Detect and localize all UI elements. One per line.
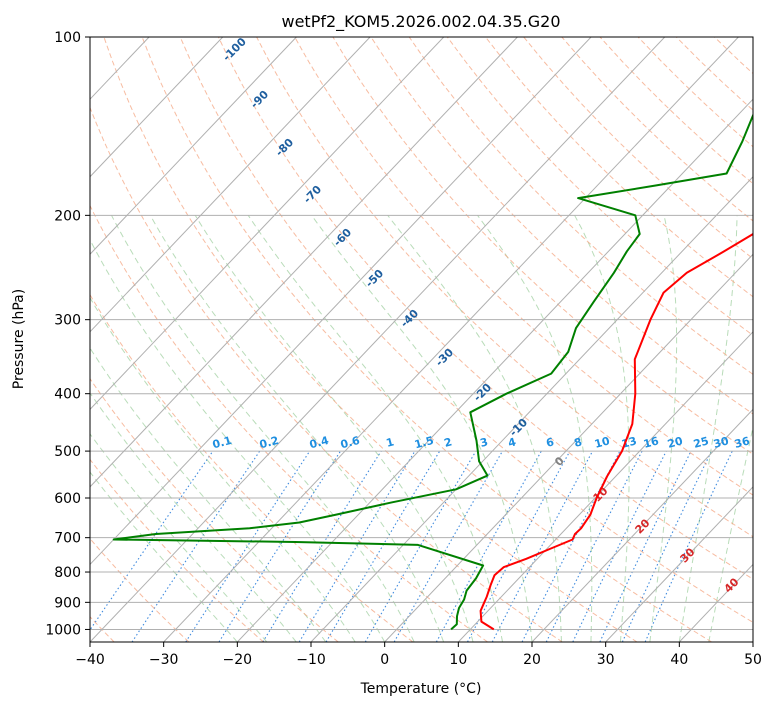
dry-adiabat bbox=[90, 204, 488, 642]
x-tick-label: −20 bbox=[223, 652, 253, 668]
mixing-ratio-label: 3 bbox=[479, 435, 490, 450]
mixing-ratio-label: 30 bbox=[712, 434, 730, 451]
moist-adiabat bbox=[90, 238, 386, 642]
mixing-ratio-label: 0.4 bbox=[308, 434, 331, 452]
mixing-ratio-label: 36 bbox=[733, 434, 751, 451]
mixing-ratio-line bbox=[572, 450, 667, 642]
mixing-ratio-label: 0.1 bbox=[211, 434, 233, 452]
y-tick-label: 400 bbox=[54, 387, 81, 403]
x-tick-label: 40 bbox=[670, 652, 688, 668]
y-axis-label: Pressure (hPa) bbox=[11, 289, 27, 389]
isotherm-20 bbox=[531, 408, 753, 642]
mixing-ratio-line bbox=[90, 450, 214, 631]
dry-adiabat bbox=[90, 458, 264, 642]
dry-adiabat bbox=[179, 37, 753, 623]
mixing-ratio-label: 0.2 bbox=[258, 434, 280, 452]
moist-adiabat bbox=[90, 296, 356, 642]
y-tick-label: 300 bbox=[54, 313, 81, 329]
moist-adiabat bbox=[678, 215, 738, 642]
moist-adiabat bbox=[574, 215, 630, 642]
mixing-ratio-line bbox=[545, 450, 643, 642]
y-tick-label: 1000 bbox=[45, 622, 81, 638]
moist-adiabat bbox=[194, 215, 474, 642]
dewpoint-line bbox=[112, 113, 753, 631]
mixing-ratio-label: 10 bbox=[593, 434, 611, 451]
moist-adiabat bbox=[247, 215, 503, 642]
mixing-ratio-line bbox=[467, 450, 571, 642]
mixing-ratio-label: 6 bbox=[545, 435, 556, 450]
dry-adiabat bbox=[90, 106, 563, 642]
y-tick-label: 800 bbox=[54, 565, 81, 581]
isotherm--80 bbox=[90, 37, 371, 333]
moist-adiabat bbox=[149, 215, 445, 642]
plot-frame bbox=[89, 36, 754, 643]
isotherm--50 bbox=[90, 37, 592, 566]
mixing-ratio-label: 8 bbox=[573, 435, 584, 450]
isotherm--20 bbox=[236, 98, 753, 642]
x-tick-label: −40 bbox=[75, 652, 105, 668]
mixing-ratio-line bbox=[393, 450, 503, 642]
mixing-ratio-label: 25 bbox=[692, 434, 710, 451]
dry-adiabat bbox=[294, 37, 753, 496]
mixing-ratio-line bbox=[185, 450, 311, 642]
y-tick-label: 500 bbox=[54, 444, 81, 460]
x-axis-ticks: −40 −30 −20 −10 0 10 20 30 40 50 bbox=[75, 642, 762, 668]
isotherm-30 bbox=[605, 486, 753, 642]
mixing-ratio-label: 0.6 bbox=[339, 434, 362, 452]
x-tick-label: 50 bbox=[744, 652, 762, 668]
plot-area: -100-90-80-70-60-50-40-30-20-10010203040… bbox=[90, 37, 753, 642]
profile-series bbox=[112, 113, 753, 631]
mixing-ratio-line bbox=[298, 450, 416, 642]
moist-adiabat bbox=[477, 215, 593, 642]
isotherm--100 bbox=[90, 37, 224, 178]
x-tick-label: 20 bbox=[523, 652, 541, 668]
x-tick-label: 30 bbox=[597, 652, 615, 668]
x-axis-label: Temperature (°C) bbox=[360, 681, 482, 697]
x-tick-label: 10 bbox=[449, 652, 467, 668]
isotherm--10 bbox=[310, 176, 753, 642]
y-tick-label: 900 bbox=[54, 595, 81, 611]
y-tick-label: 100 bbox=[54, 30, 81, 46]
mixing-ratio-label: 16 bbox=[642, 434, 660, 451]
isotherm-0 bbox=[384, 253, 753, 642]
x-tick-label: 0 bbox=[380, 652, 389, 668]
isotherm--60 bbox=[90, 37, 518, 488]
y-axis-ticks: 100 200 300 400 500 600 700 800 900 1000 bbox=[45, 30, 90, 638]
dry-adiabat bbox=[485, 37, 753, 298]
moist-adiabat bbox=[387, 214, 562, 642]
moist-adiabat-lines bbox=[90, 214, 753, 642]
x-tick-label: −10 bbox=[296, 652, 326, 668]
mixing-ratio-label: 4 bbox=[507, 435, 518, 450]
dry-adiabat bbox=[370, 37, 753, 415]
y-tick-label: 200 bbox=[54, 208, 81, 224]
moist-adiabat bbox=[311, 215, 533, 642]
mixing-ratio-label: 1 bbox=[385, 435, 396, 450]
dry-adiabat bbox=[408, 37, 753, 375]
temperature-line bbox=[479, 232, 753, 631]
mixing-ratio-line bbox=[262, 450, 382, 642]
chart-title: wetPf2_KOM5.2026.002.04.35.G20 bbox=[281, 12, 560, 32]
moist-adiabat bbox=[90, 471, 238, 642]
isotherm--70 bbox=[90, 37, 445, 411]
mixing-ratio-label: 20 bbox=[666, 434, 684, 451]
mixing-ratio-label: 1.5 bbox=[413, 434, 435, 452]
y-tick-label: 600 bbox=[54, 491, 81, 507]
mixing-ratio-line bbox=[218, 450, 341, 642]
mixing-ratio-label: 2 bbox=[443, 435, 454, 450]
x-tick-label: −30 bbox=[149, 652, 179, 668]
dry-adiabat bbox=[217, 37, 753, 580]
moist-adiabat bbox=[111, 215, 415, 642]
y-tick-label: 700 bbox=[54, 531, 81, 547]
isotherm-10 bbox=[457, 331, 753, 642]
dry-adiabat bbox=[90, 537, 190, 642]
moist-adiabat bbox=[649, 215, 678, 642]
isotherm--90 bbox=[90, 37, 297, 256]
dry-adiabat bbox=[141, 37, 712, 642]
dry-adiabat bbox=[103, 37, 638, 642]
moist-adiabat bbox=[90, 347, 327, 642]
dry-adiabat bbox=[90, 377, 339, 642]
